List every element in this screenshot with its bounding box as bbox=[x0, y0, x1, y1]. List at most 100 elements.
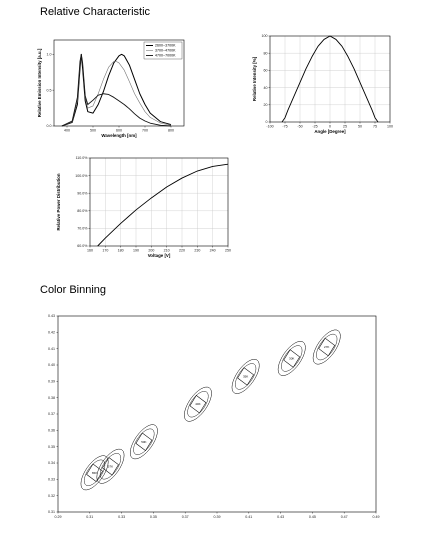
y-tick-label: 110.0% bbox=[76, 156, 89, 160]
legend-label-0: 2600~3700K bbox=[155, 44, 176, 48]
x-axis-label: Wavelength [nm] bbox=[101, 133, 137, 138]
x-tick-label: 0 bbox=[329, 125, 331, 129]
x-tick-label: 210 bbox=[164, 249, 170, 253]
y-tick-label: 80.0% bbox=[77, 209, 88, 213]
y-tick-label: 0.39 bbox=[48, 380, 55, 384]
x-tick-label: -100 bbox=[266, 125, 273, 129]
x-tick-label: 180 bbox=[118, 249, 124, 253]
legend-label-2: 4700~7000K bbox=[155, 54, 176, 58]
y-tick-label: 0.40 bbox=[48, 363, 55, 367]
y-tick-label: 90.0% bbox=[77, 191, 88, 195]
x-tick-label: 75 bbox=[373, 125, 377, 129]
bin-quadrangle-0 bbox=[86, 463, 103, 483]
macadam-ellipse-outer-5 bbox=[277, 341, 306, 376]
beam-angle-chart: -100 -75 -50 -25 0 25 50 75 100 0 20 40 60 80 100 Angle… bbox=[252, 34, 393, 134]
y-tick-label: 60 bbox=[264, 69, 268, 73]
x-tick-label: 400 bbox=[64, 129, 70, 133]
x-tick-label: 240 bbox=[210, 249, 216, 253]
bin-label-2: 50K bbox=[141, 440, 146, 444]
x-tick-label: 25 bbox=[343, 125, 347, 129]
plot-frame bbox=[89, 157, 229, 247]
bin-quadrangle-1 bbox=[102, 457, 119, 476]
x-tick-label: 0.33 bbox=[118, 515, 125, 519]
series-line-0 bbox=[97, 163, 229, 247]
y-tick-label: 0 bbox=[266, 120, 268, 124]
x-tick-label: -50 bbox=[297, 125, 302, 129]
y-tick-label: 0.34 bbox=[48, 461, 55, 465]
bin-label-5: 30K bbox=[289, 356, 294, 360]
relative-characteristic-title: Relative Characteristic bbox=[40, 6, 151, 18]
y-tick-label: 70.0% bbox=[77, 227, 88, 231]
legend-box bbox=[143, 41, 183, 60]
x-axis-label: Angle [Degree] bbox=[314, 129, 346, 134]
bin-quadrangle-2 bbox=[135, 432, 153, 452]
macadam-ellipse-outer-1 bbox=[96, 448, 125, 484]
spectrum-chart: 400 500 600 700 800 0.0 0.5 1.0 Wavelength [nm] R… bbox=[37, 39, 185, 138]
y-tick-label: 40 bbox=[264, 86, 268, 90]
series-line-0 bbox=[281, 35, 379, 123]
x-tick-label: 230 bbox=[194, 249, 200, 253]
macadam-ellipse-outer-4 bbox=[231, 359, 260, 394]
y-tick-label: 0.32 bbox=[48, 494, 55, 498]
y-tick-label: 0.36 bbox=[48, 429, 55, 433]
x-tick-label: 0.47 bbox=[341, 515, 348, 519]
x-tick-label: 220 bbox=[179, 249, 185, 253]
bin-quadrangle-3 bbox=[189, 394, 207, 414]
voltage-power-chart: 160 170 180 190 200 210 220 230 240 250 60.0% 70.0%… bbox=[56, 156, 231, 258]
x-tick-label: -25 bbox=[312, 125, 317, 129]
y-tick-label: 0.35 bbox=[48, 445, 55, 449]
x-tick-label: 0.29 bbox=[55, 515, 62, 519]
y-tick-label: 0.5 bbox=[47, 88, 52, 92]
x-tick-label: 160 bbox=[87, 249, 93, 253]
y-axis-label: Relative Intensity [%] bbox=[252, 56, 257, 101]
x-tick-label: 0.39 bbox=[214, 515, 221, 519]
y-tick-label: 100 bbox=[262, 34, 268, 38]
macadam-ellipse-outer-3 bbox=[184, 386, 212, 422]
macadam-ellipse-inner-3 bbox=[187, 391, 209, 418]
macadam-ellipse-inner-1 bbox=[99, 453, 122, 480]
macadam-ellipse-inner-5 bbox=[281, 345, 303, 372]
x-tick-label: 50 bbox=[358, 125, 362, 129]
y-tick-label: 0.33 bbox=[48, 478, 55, 482]
bin-label-1: 57K bbox=[108, 464, 113, 468]
y-tick-label: 0.43 bbox=[48, 314, 55, 318]
bin-label-3: 40K bbox=[195, 402, 200, 406]
x-tick-label: 200 bbox=[148, 249, 154, 253]
y-tick-label: 80 bbox=[264, 51, 268, 55]
y-tick-label: 20 bbox=[264, 103, 268, 107]
x-tick-label: 600 bbox=[116, 129, 122, 133]
macadam-ellipse-inner-6 bbox=[316, 333, 338, 361]
x-tick-label: 0.31 bbox=[86, 515, 93, 519]
y-tick-label: 0.41 bbox=[48, 347, 55, 351]
x-tick-label: 800 bbox=[168, 129, 174, 133]
x-tick-label: 190 bbox=[133, 249, 139, 253]
macadam-ellipse-inner-4 bbox=[235, 363, 257, 390]
macadam-ellipse-outer-2 bbox=[129, 424, 158, 460]
color-binning-title: Color Binning bbox=[40, 284, 107, 296]
x-tick-label: 0.37 bbox=[182, 515, 189, 519]
x-axis-label: Voltage [V] bbox=[148, 253, 171, 258]
y-tick-label: 0.37 bbox=[48, 412, 55, 416]
x-tick-label: 500 bbox=[90, 129, 96, 133]
bin-label-0: 65K bbox=[92, 471, 97, 475]
bin-quadrangle-6 bbox=[318, 337, 336, 357]
y-tick-label: 0.42 bbox=[48, 331, 55, 335]
x-tick-label: 700 bbox=[142, 129, 148, 133]
y-tick-label: 1.0 bbox=[47, 53, 52, 57]
x-tick-label: 0.41 bbox=[245, 515, 252, 519]
y-tick-label: 60.0% bbox=[77, 244, 88, 248]
x-tick-label: 250 bbox=[225, 249, 231, 253]
y-tick-label: 100.0% bbox=[75, 174, 88, 178]
y-tick-label: 0.38 bbox=[48, 396, 55, 400]
macadam-ellipse-outer-0 bbox=[80, 455, 109, 491]
y-axis-label: Relative Power Distribution bbox=[56, 173, 61, 230]
x-tick-label: 170 bbox=[102, 249, 108, 253]
x-tick-label: 0.45 bbox=[309, 515, 316, 519]
macadam-ellipse-outer-6 bbox=[312, 329, 341, 365]
bin-quadrangle-5 bbox=[283, 349, 301, 368]
bin-quadrangle-4 bbox=[237, 367, 254, 386]
y-tick-label: 0.31 bbox=[48, 510, 55, 514]
x-tick-label: 0.49 bbox=[373, 515, 380, 519]
legend-label-1: 3700~4700K bbox=[155, 49, 176, 53]
bin-label-6: 27K bbox=[324, 345, 329, 349]
